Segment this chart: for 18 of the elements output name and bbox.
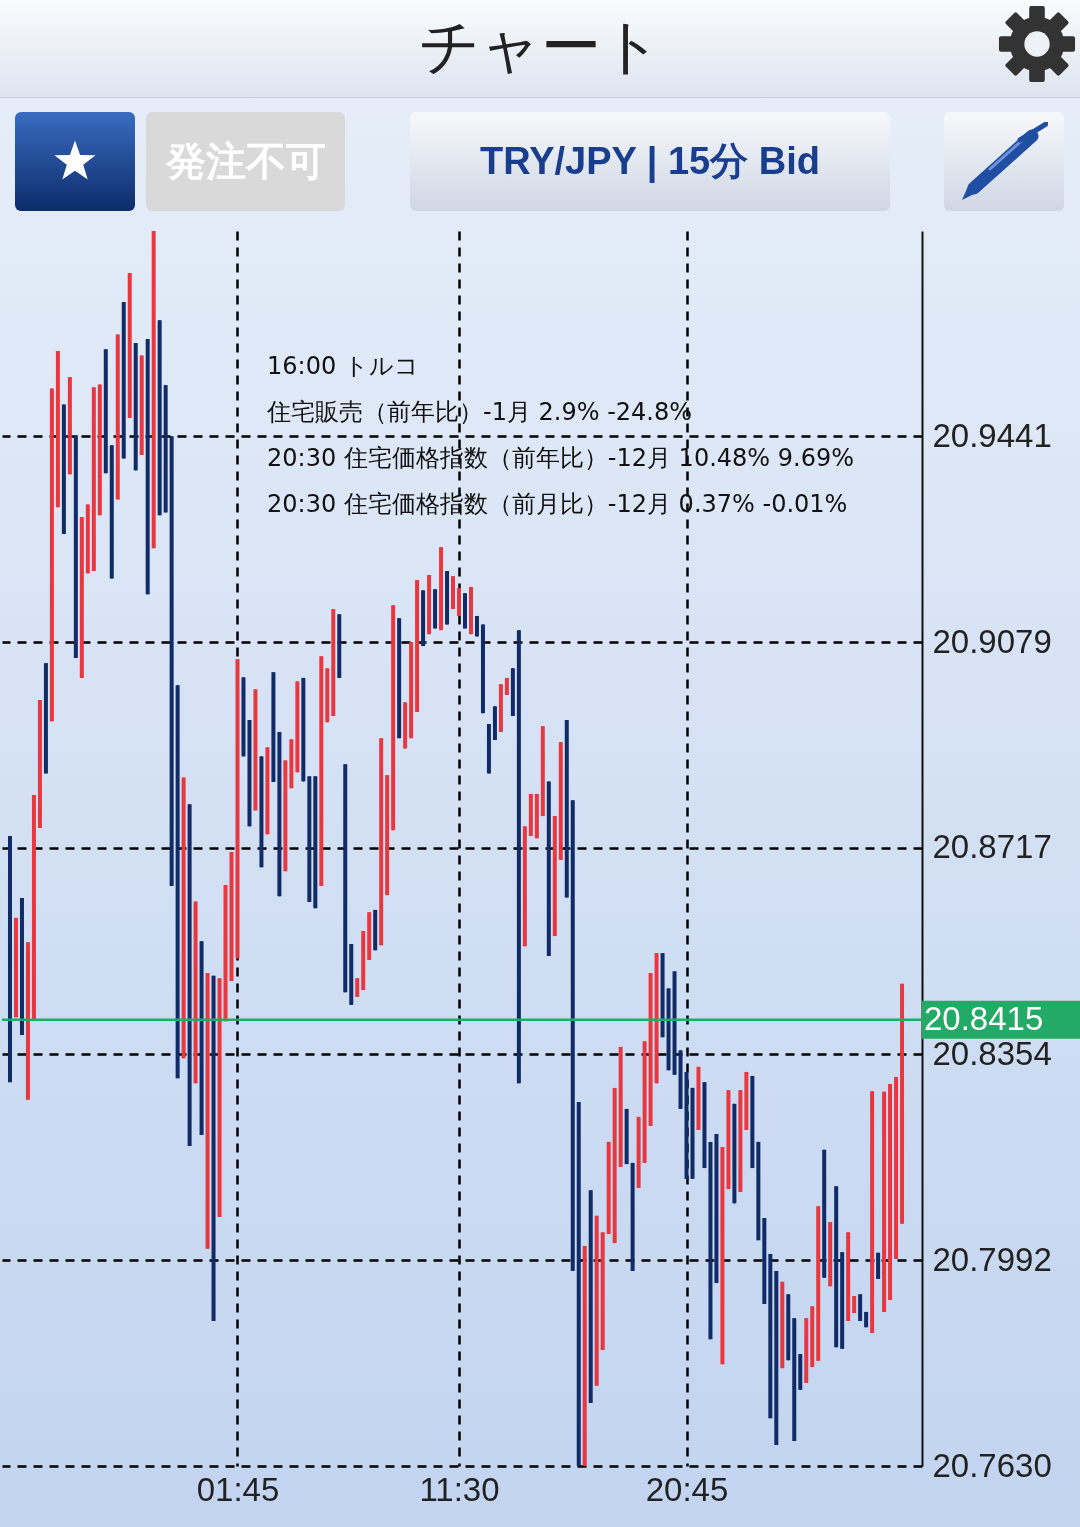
- y-tick-label: 20.9441: [932, 416, 1052, 454]
- annotation: 16:00 トルコ: [267, 352, 419, 380]
- y-tick-label: 20.8717: [932, 828, 1052, 866]
- y-tick-label: 20.7630: [932, 1446, 1052, 1484]
- chart-title: チャート: [417, 10, 663, 83]
- candlestick: [355, 977, 360, 998]
- x-tick-label: 11:30: [419, 1470, 500, 1508]
- x-tick-label: 01:45: [196, 1470, 280, 1508]
- annotation: 住宅販売（前年比）-1月 2.9% -24.8%: [266, 398, 693, 426]
- y-tick-label: 20.9079: [932, 622, 1052, 660]
- x-tick-label: 20:45: [645, 1470, 729, 1508]
- annotation: 20:30 住宅価格指数（前年比）-12月 10.48% 9.69%: [267, 444, 855, 472]
- selector-button: TRY/JPY | 15分 Bid: [410, 112, 890, 211]
- y-tick-label: 20.8354: [932, 1034, 1052, 1072]
- y-tick-label: 20.7992: [932, 1240, 1052, 1278]
- ref-line-label: 20.8415: [924, 999, 1044, 1037]
- header-panel: チャート: [0, 0, 1080, 98]
- annotation: 20:30 住宅価格指数（前月比）-12月 0.37% -0.01%: [267, 490, 848, 518]
